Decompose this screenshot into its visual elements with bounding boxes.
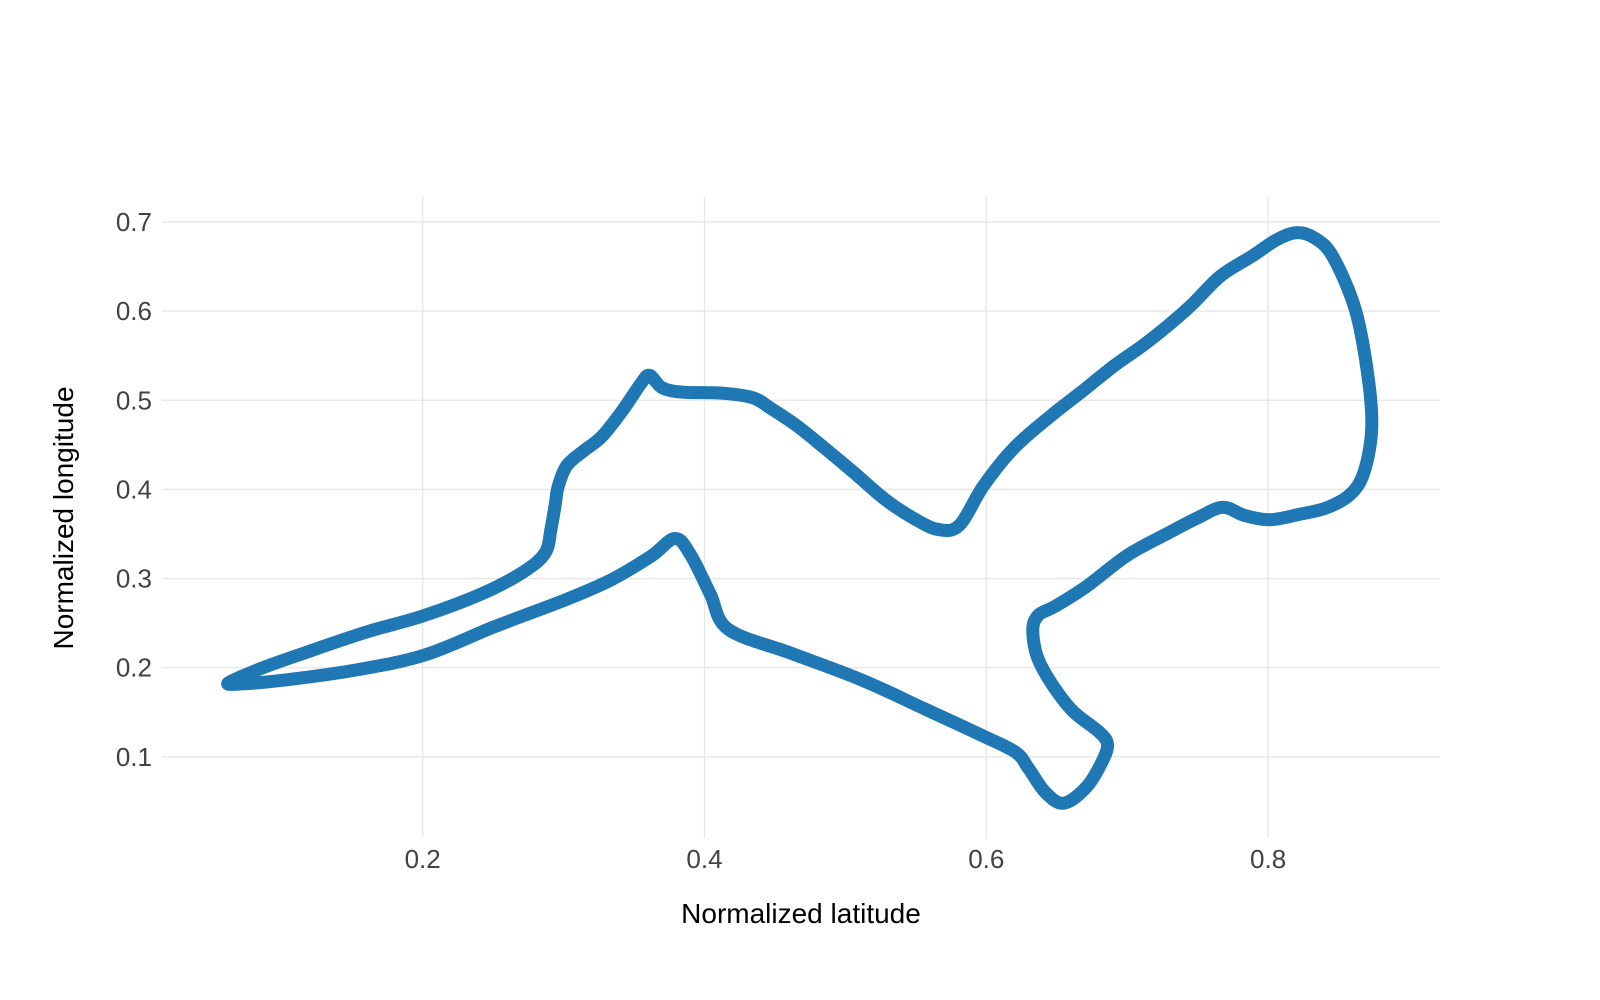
y-tick-label: 0.7 [116, 207, 152, 237]
y-tick-label: 0.6 [116, 296, 152, 326]
y-tick-label: 0.3 [116, 564, 152, 594]
x-axis-title: Normalized latitude [681, 898, 921, 929]
x-tick-label: 0.2 [405, 844, 441, 874]
y-tick-label: 0.5 [116, 385, 152, 415]
track-path-group [221, 226, 1379, 810]
y-tick-label: 0.4 [116, 474, 152, 504]
x-tick-label: 0.4 [686, 844, 722, 874]
y-tick-label: 0.2 [116, 653, 152, 683]
plot-area[interactable] [162, 197, 1440, 838]
track-outline-path [221, 226, 1379, 810]
tick-labels: 0.2 0.4 0.6 0.8 0.1 0.2 0.3 0.4 0.5 0.6 0.7 [116, 207, 1286, 874]
y-axis-title: Normalized longitude [48, 386, 79, 649]
gridlines [162, 197, 1440, 838]
y-tick-label: 0.1 [116, 742, 152, 772]
x-tick-label: 0.8 [1250, 844, 1286, 874]
x-tick-label: 0.6 [968, 844, 1004, 874]
